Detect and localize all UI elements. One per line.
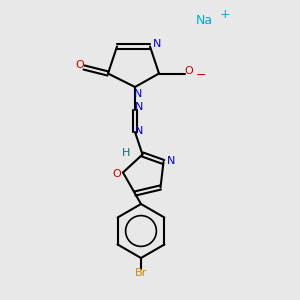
Text: Br: Br [135,268,147,278]
Text: N: N [135,125,144,136]
Text: N: N [152,38,161,49]
Text: −: − [196,69,206,82]
Text: H: H [122,148,130,158]
Text: N: N [134,88,142,99]
Text: N: N [167,155,175,166]
Text: +: + [220,8,230,22]
Text: N: N [135,102,144,112]
Text: Na: Na [195,14,213,28]
Text: O: O [112,169,121,179]
Text: O: O [75,60,84,70]
Text: O: O [184,66,194,76]
